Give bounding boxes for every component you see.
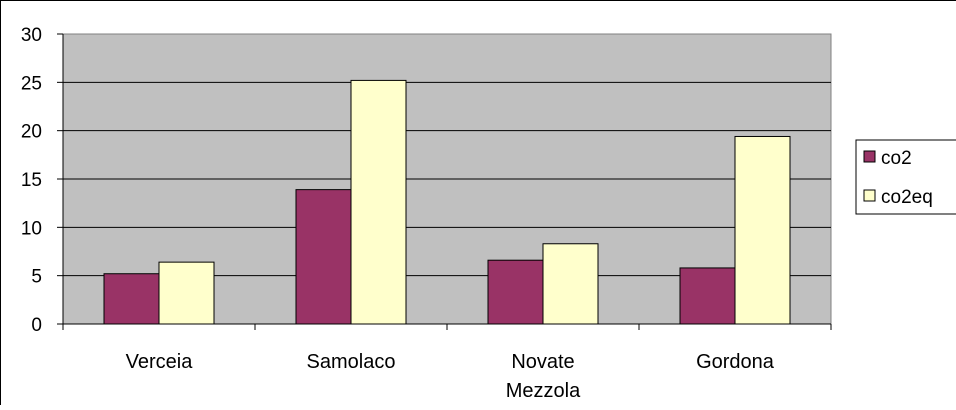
bar-co2 [104, 274, 159, 324]
x-tick-label: Verceia [126, 351, 194, 373]
y-tick-label: 10 [21, 218, 42, 239]
legend-label-co2: co2 [881, 148, 912, 169]
bar-co2eq [735, 136, 790, 324]
y-tick-label: 15 [21, 170, 42, 191]
y-tick-label: 20 [21, 122, 42, 143]
x-tick-label: Samolaco [307, 351, 396, 373]
legend-label-co2eq: co2eq [881, 187, 933, 208]
x-tick-label: Mezzola [506, 380, 581, 402]
bar-co2eq [543, 244, 598, 324]
legend: co2 co2eq [856, 140, 956, 214]
x-tick-label: Novate [511, 351, 574, 373]
bar-co2 [680, 268, 735, 324]
legend-swatch-co2 [864, 151, 875, 162]
bar-co2eq [351, 80, 406, 324]
x-tick-label: Gordona [696, 351, 775, 373]
y-tick-label: 25 [21, 73, 42, 94]
legend-swatch-co2eq [864, 190, 875, 201]
y-tick-label: 5 [31, 267, 42, 288]
bar-co2eq [159, 262, 214, 324]
bar-co2 [296, 190, 351, 324]
y-tick-label: 0 [31, 315, 42, 336]
bar-co2 [488, 260, 543, 324]
y-tick-label: 30 [21, 25, 42, 46]
